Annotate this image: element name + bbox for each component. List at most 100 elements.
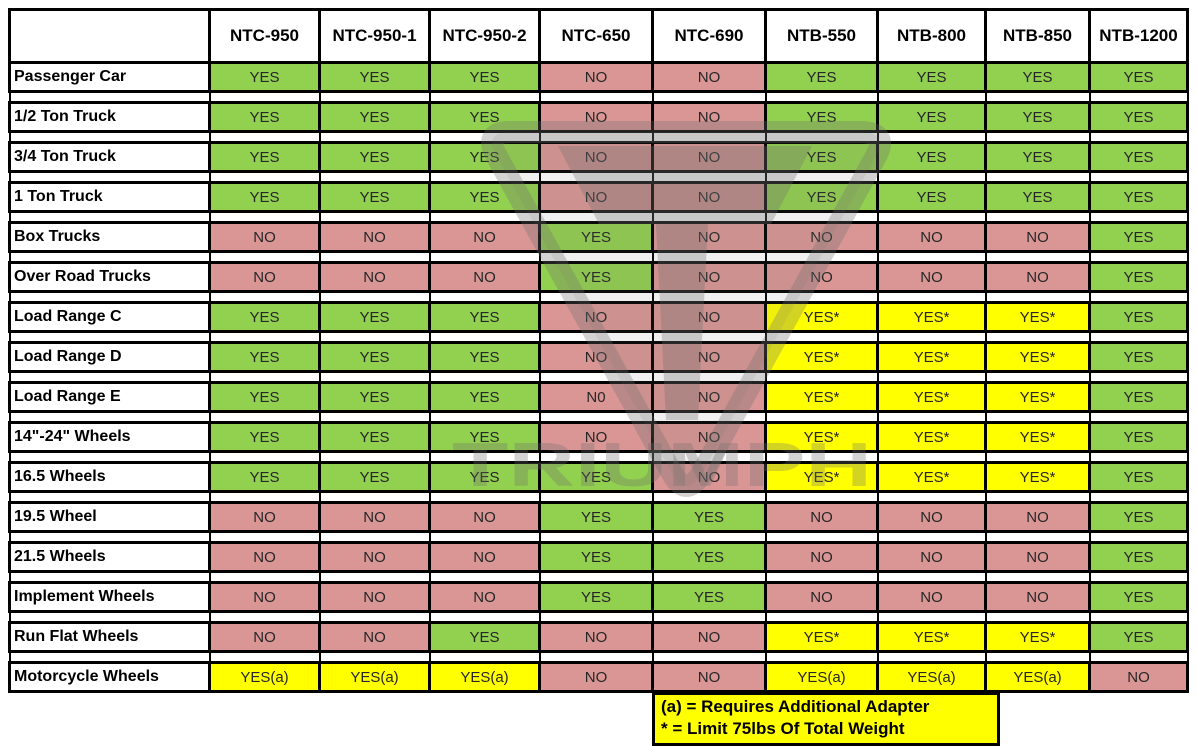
compat-cell: NO [876, 541, 987, 573]
spacer-cell [318, 211, 431, 223]
compat-cell: NO [764, 221, 879, 253]
legend-note-box: (a) = Requires Additional Adapter * = Li… [652, 692, 1000, 746]
compat-cell: YES [651, 501, 767, 533]
compat-cell: YES* [876, 421, 987, 453]
compat-cell: YES [428, 141, 541, 173]
spacer-row [8, 611, 1189, 623]
spacer-cell [651, 291, 767, 303]
spacer-cell [651, 571, 767, 583]
compat-cell: YES [318, 341, 431, 373]
spacer-cell [318, 251, 431, 263]
spacer-row [8, 411, 1189, 423]
spacer-row [8, 531, 1189, 543]
row-label: Run Flat Wheels [8, 621, 211, 653]
compat-cell: YES [876, 61, 987, 93]
compat-cell: NO [876, 221, 987, 253]
compat-cell: NO [651, 221, 767, 253]
compat-cell: NO [876, 581, 987, 613]
table-row: Load Range C YES YES YES NO NO YES* YES* YES* YES [8, 301, 1189, 333]
spacer-cell [8, 571, 211, 583]
compat-cell: YES [428, 381, 541, 413]
spacer-cell [764, 571, 879, 583]
spacer-cell [318, 291, 431, 303]
table-row: 1 Ton Truck YES YES YES NO NO YES YES YES YES [8, 181, 1189, 213]
compat-cell: NO [208, 501, 321, 533]
compat-cell: NO [764, 581, 879, 613]
compat-cell: NO [538, 621, 654, 653]
row-label: Load Range E [8, 381, 211, 413]
spacer-cell [876, 251, 987, 263]
compat-cell: YES [651, 581, 767, 613]
spacer-cell [1088, 331, 1189, 343]
spacer-cell [208, 251, 321, 263]
compat-cell: NO [538, 181, 654, 213]
spacer-cell [1088, 491, 1189, 503]
spacer-cell [8, 211, 211, 223]
spacer-cell [428, 211, 541, 223]
spacer-cell [984, 251, 1091, 263]
compat-cell: YES(a) [876, 661, 987, 693]
compat-cell: YES* [984, 621, 1091, 653]
spacer-cell [428, 411, 541, 423]
spacer-cell [1088, 91, 1189, 103]
spacer-cell [538, 91, 654, 103]
compat-cell: YES [318, 61, 431, 93]
spacer-cell [8, 451, 211, 463]
compat-cell: NO [538, 341, 654, 373]
compat-cell: YES(a) [764, 661, 879, 693]
compat-cell: NO [1088, 661, 1189, 693]
table-row: 19.5 Wheel NO NO NO YES YES NO NO NO YES [8, 501, 1189, 533]
compat-cell: N0 [538, 381, 654, 413]
row-label: Implement Wheels [8, 581, 211, 613]
compat-cell: NO [651, 181, 767, 213]
spacer-cell [1088, 571, 1189, 583]
compat-cell: YES [318, 181, 431, 213]
row-label: Passenger Car [8, 61, 211, 93]
spacer-row [8, 451, 1189, 463]
table-row: Run Flat Wheels NO NO YES NO NO YES* YES* YES* YE… [8, 621, 1189, 653]
compat-cell: YES [1088, 261, 1189, 293]
spacer-cell [208, 291, 321, 303]
spacer-cell [208, 371, 321, 383]
compat-cell: NO [876, 261, 987, 293]
spacer-cell [764, 651, 879, 663]
spacer-cell [318, 331, 431, 343]
spacer-cell [651, 171, 767, 183]
spacer-cell [538, 371, 654, 383]
compat-cell: YES* [764, 381, 879, 413]
compat-cell: NO [651, 301, 767, 333]
spacer-cell [651, 531, 767, 543]
compat-cell: NO [984, 541, 1091, 573]
spacer-cell [1088, 531, 1189, 543]
spacer-cell [651, 451, 767, 463]
compat-cell: NO [208, 541, 321, 573]
compat-cell: NO [318, 621, 431, 653]
compat-cell: NO [428, 501, 541, 533]
spacer-cell [984, 411, 1091, 423]
spacer-cell [208, 411, 321, 423]
spacer-cell [538, 651, 654, 663]
table-row: 21.5 Wheels NO NO NO YES YES NO NO NO YES [8, 541, 1189, 573]
spacer-row [8, 571, 1189, 583]
spacer-cell [876, 331, 987, 343]
spacer-cell [428, 131, 541, 143]
spacer-cell [984, 131, 1091, 143]
spacer-cell [8, 131, 211, 143]
column-header: NTB-1200 [1088, 8, 1189, 64]
compat-cell: YES* [876, 621, 987, 653]
spacer-cell [651, 371, 767, 383]
compat-cell: YES [764, 181, 879, 213]
table-row: Motorcycle Wheels YES(a) YES(a) YES(a) NO NO Y… [8, 661, 1189, 693]
compat-cell: NO [538, 101, 654, 133]
compat-cell: YES [538, 581, 654, 613]
compat-cell: YES [1088, 381, 1189, 413]
compat-cell: NO [651, 141, 767, 173]
table-row: 3/4 Ton Truck YES YES YES NO NO YES YES YES YES [8, 141, 1189, 173]
spacer-cell [876, 91, 987, 103]
spacer-cell [318, 571, 431, 583]
table-row: 1/2 Ton Truck YES YES YES NO NO YES YES YES YES [8, 101, 1189, 133]
spacer-cell [876, 211, 987, 223]
compat-cell: YES [428, 301, 541, 333]
spacer-cell [428, 291, 541, 303]
column-header: NTC-950-2 [428, 8, 541, 64]
